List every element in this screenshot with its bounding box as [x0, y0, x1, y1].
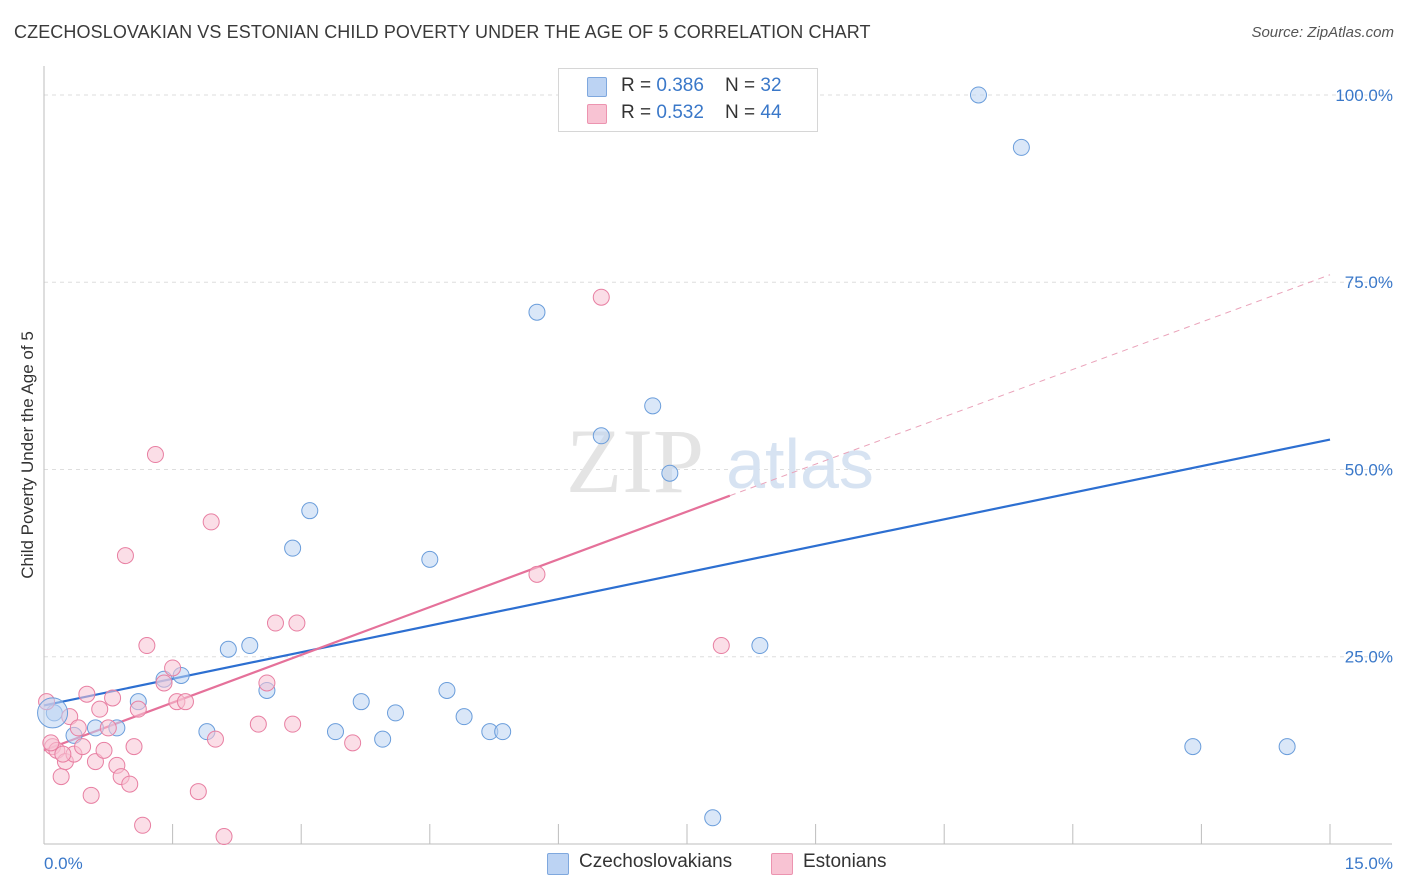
point-estonians — [176, 693, 194, 711]
bottom-legend-swatch-blue — [547, 853, 569, 875]
legend-r-value: 0.532 — [656, 102, 704, 123]
point-estonians — [91, 700, 109, 718]
data-points — [37, 86, 1296, 846]
point-estonians — [104, 689, 122, 707]
point-estonians — [138, 637, 156, 655]
point-czechoslovakians — [438, 681, 456, 699]
watermark-zip: ZIP — [566, 410, 704, 512]
point-estonians — [121, 775, 139, 793]
y-tick-label: 100.0% — [1335, 86, 1393, 105]
point-czechoslovakians — [704, 809, 722, 827]
x-tick-label: 15.0% — [1345, 854, 1393, 873]
point-estonians — [189, 783, 207, 801]
point-czechoslovakians — [969, 86, 987, 104]
legend-swatch-pink — [587, 104, 607, 124]
legend-n-label: N = — [725, 102, 761, 123]
gridlines — [44, 94, 1392, 658]
point-czechoslovakians — [374, 730, 392, 748]
point-estonians — [78, 685, 96, 703]
point-estonians — [99, 719, 117, 737]
point-estonians — [95, 741, 113, 759]
point-czechoslovakians — [301, 502, 319, 520]
legend-swatch-blue — [587, 77, 607, 97]
point-czechoslovakians — [1278, 738, 1296, 756]
legend-n-label: N = — [725, 75, 761, 96]
point-estonians — [206, 730, 224, 748]
point-estonians — [284, 715, 302, 733]
point-estonians — [344, 734, 362, 752]
point-czechoslovakians — [592, 427, 610, 445]
point-estonians — [266, 614, 284, 632]
point-estonians — [288, 614, 306, 632]
point-estonians — [528, 565, 546, 583]
point-estonians — [155, 674, 173, 692]
trend-lines — [43, 274, 1331, 752]
point-estonians — [86, 753, 104, 771]
point-czechoslovakians-cluster — [37, 697, 69, 729]
legend-n-value: 32 — [760, 75, 782, 96]
bottom-legend-swatch-pink — [771, 853, 793, 875]
point-estonians — [54, 745, 72, 763]
chart-title: CZECHOSLOVAKIAN VS ESTONIAN CHILD POVERT… — [14, 22, 871, 42]
point-estonians — [712, 637, 730, 655]
point-estonians — [42, 734, 60, 752]
point-estonians — [249, 715, 267, 733]
point-czechoslovakians — [219, 640, 237, 658]
point-estonians — [129, 700, 147, 718]
point-czechoslovakians — [494, 723, 512, 741]
axes — [43, 66, 1392, 845]
y-tick-label: 50.0% — [1345, 460, 1393, 479]
point-estonians — [146, 446, 164, 464]
point-estonians — [69, 719, 87, 737]
point-czechoslovakians — [284, 539, 302, 557]
trendline-czechoslovakians — [43, 438, 1331, 707]
x-tick-label: 0.0% — [44, 854, 83, 873]
trendline-estonians-extension — [729, 274, 1331, 497]
y-tick-label: 75.0% — [1345, 273, 1393, 292]
point-czechoslovakians — [241, 637, 259, 655]
source-credit: Source: ZipAtlas.com — [1251, 24, 1394, 41]
point-estonians — [258, 674, 276, 692]
point-estonians — [52, 768, 70, 786]
point-estonians — [215, 828, 233, 846]
point-estonians — [125, 738, 143, 756]
point-czechoslovakians — [661, 464, 679, 482]
point-czechoslovakians — [528, 303, 546, 321]
point-estonians — [134, 816, 152, 834]
point-czechoslovakians — [387, 704, 405, 722]
bottom-legend-label: Estonians — [803, 851, 887, 872]
legend-r-value: 0.386 — [656, 75, 704, 96]
trendline-estonians — [43, 494, 731, 752]
watermark-atlas: atlas — [726, 425, 874, 503]
correlation-legend: R = 0.386 N = 32 R = 0.532 N = 44 — [558, 68, 818, 132]
legend-n-value: 44 — [760, 102, 782, 123]
tick-labels: 25.0% 50.0% 75.0% 100.0% 0.0% 15.0% — [44, 86, 1393, 873]
point-estonians — [164, 659, 182, 677]
y-tick-label: 25.0% — [1345, 648, 1393, 667]
point-czechoslovakians — [352, 693, 370, 711]
bottom-legend-label: Czechoslovakians — [579, 851, 733, 872]
point-czechoslovakians — [1184, 738, 1202, 756]
point-czechoslovakians — [326, 723, 344, 741]
point-czechoslovakians — [1012, 138, 1030, 156]
legend-r-label: R = — [621, 75, 657, 96]
point-estonians — [74, 738, 92, 756]
point-czechoslovakians — [751, 637, 769, 655]
point-estonians — [82, 786, 100, 804]
point-czechoslovakians — [455, 708, 473, 726]
point-estonians — [592, 288, 610, 306]
point-estonians — [202, 513, 220, 531]
point-czechoslovakians — [644, 397, 662, 415]
point-czechoslovakians — [421, 550, 439, 568]
legend-r-label: R = — [621, 102, 657, 123]
point-estonians — [116, 547, 134, 565]
